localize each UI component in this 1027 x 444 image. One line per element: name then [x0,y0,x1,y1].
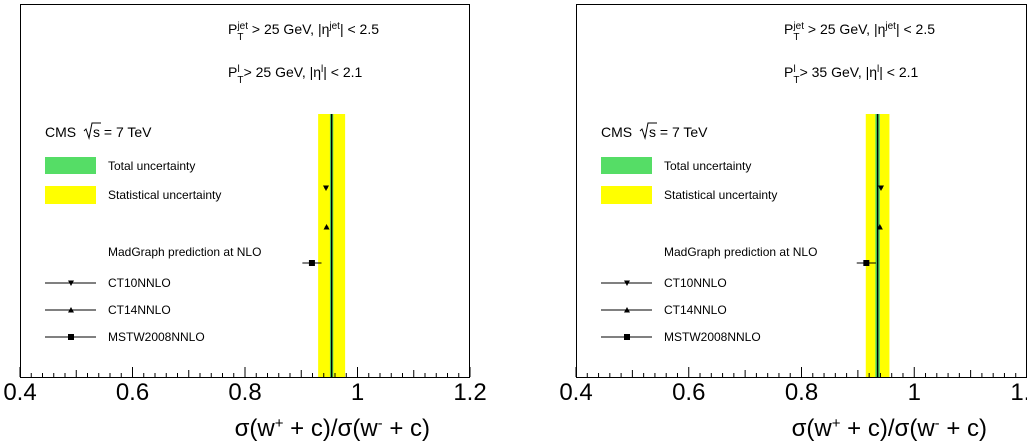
experiment-label: CMS [601,124,632,140]
kinematic-cut-label: PTjet > 25 GeV, |ηjet| < 2.5 [784,21,935,43]
kinematic-cut-label: PTl > 25 GeV, |ηl| < 2.1 [228,64,363,86]
legend-marker-icon [624,307,630,313]
chart-panel-2: 0.4 0.6 0.8 1 1.2 σ(w+ + c)/σ(w- + c) PTjet > … [559,4,1027,443]
x-tick-label: 0.8 [228,379,261,406]
legend-marker-icon [68,307,74,313]
x-tick-label: 1.2 [453,379,486,406]
legend-label-prediction: MSTW2008NNLO [664,330,761,344]
prediction-point [876,224,883,230]
legend-label-total: Total uncertainty [664,159,751,173]
x-tick-label: 0.4 [559,379,592,406]
legend-label-stat: Statistical uncertainty [108,188,221,202]
sqrt-symbol-icon [83,122,101,140]
legend-marker-icon [624,334,630,340]
prediction-point [323,185,329,191]
prediction-point [308,260,315,266]
legend-swatch-total [45,157,96,174]
chart-panel-1: 0.4 0.6 0.8 1 1.2 σ(w+ + c)/σ(w- + c) PTjet > … [3,4,487,443]
x-tick-label: 1.2 [1010,379,1027,406]
legend-label-prediction: CT14NNLO [664,303,727,317]
legend-marker-icon [624,280,630,286]
kinematic-cut-label: PTjet > 25 GeV, |ηjet| < 2.5 [228,21,379,43]
prediction-header: MadGraph prediction at NLO [664,245,817,259]
prediction-point [863,260,870,266]
legend-swatch-stat [45,186,96,204]
prediction-header: MadGraph prediction at NLO [108,245,261,259]
x-tick-label: 0.8 [785,379,818,406]
energy-label: s = 7 TeV [93,124,152,140]
experiment-label: CMS [45,124,76,140]
prediction-point [323,224,330,230]
prediction-point [877,185,884,191]
sqrt-symbol-icon [639,122,657,140]
kinematic-cut-label: PTl > 35 GeV, |ηl| < 2.1 [784,64,919,86]
plot-frame [20,4,470,378]
energy-label: s = 7 TeV [649,124,708,140]
x-tick-label: 1 [351,379,364,406]
legend-label-prediction: CT10NNLO [664,276,727,290]
x-tick-label: 0.4 [3,379,36,406]
x-tick-label: 0.6 [116,379,149,406]
legend-swatch-stat [601,186,652,204]
x-tick-label: 0.6 [672,379,705,406]
legend-label-prediction: CT14NNLO [108,303,171,317]
x-tick-label: 1 [908,379,921,406]
legend-label-prediction: CT10NNLO [108,276,171,290]
legend-label-prediction: MSTW2008NNLO [108,330,205,344]
legend-label-stat: Statistical uncertainty [664,188,777,202]
x-axis-label: σ(w+ + c)/σ(w- + c) [235,415,430,443]
legend-label-total: Total uncertainty [108,159,195,173]
legend-swatch-total [601,157,652,174]
legend-marker-icon [68,280,74,286]
x-axis-label: σ(w+ + c)/σ(w- + c) [792,415,987,443]
legend-marker-icon [68,334,74,340]
